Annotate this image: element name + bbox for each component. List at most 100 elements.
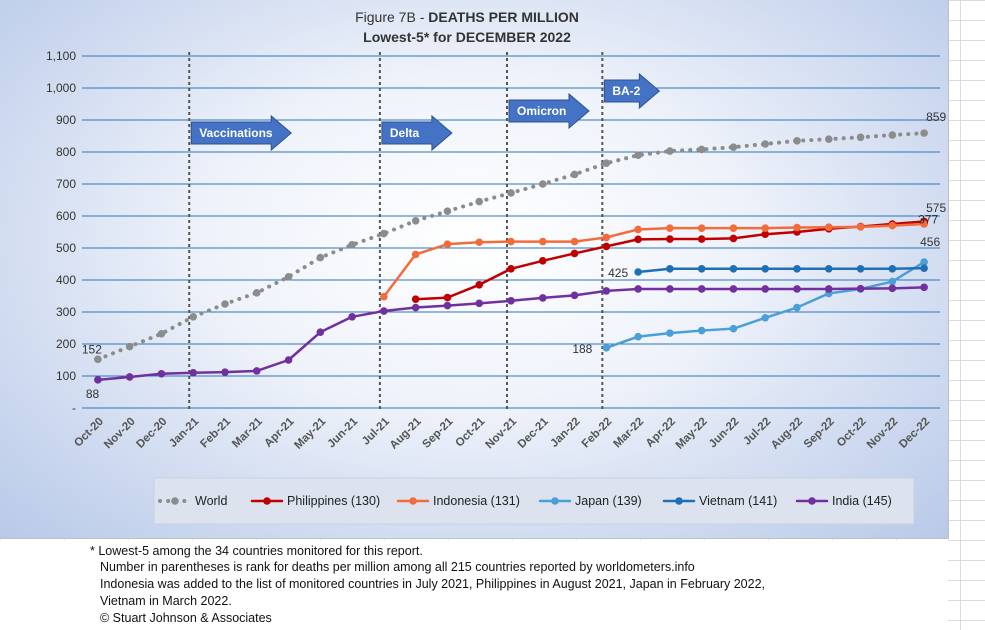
x-tick-label: Jun-21 (326, 415, 361, 450)
x-tick-label: Oct-22 (835, 416, 869, 450)
data-point (411, 303, 420, 312)
data-point (538, 294, 547, 302)
data-point (411, 217, 420, 225)
annotation-label: Delta (390, 126, 420, 140)
y-tick-label: 900 (56, 113, 76, 127)
data-point (824, 223, 833, 231)
annotation-arrow (381, 114, 453, 152)
data-point (697, 265, 706, 273)
data-point (697, 326, 706, 335)
y-tick-label: 600 (56, 209, 76, 223)
x-tick-label: Aug-21 (388, 415, 424, 451)
data-point (920, 283, 928, 292)
data-point (856, 133, 865, 142)
data-point (856, 223, 865, 231)
footnote-line: Indonesia was added to the list of monit… (100, 577, 766, 591)
data-point (475, 238, 484, 247)
data-point (380, 229, 388, 238)
legend-label: Indonesia (131) (433, 494, 520, 508)
data-point (697, 145, 706, 154)
y-tick-label: 1,100 (46, 49, 76, 63)
x-tick-label: May-21 (292, 415, 328, 451)
data-point (729, 143, 738, 151)
data-point (824, 135, 833, 143)
x-tick-label: Mar-22 (612, 416, 647, 451)
x-tick-label: May-22 (674, 416, 710, 452)
data-label: 456 (920, 235, 940, 249)
data-point (888, 277, 897, 286)
data-label: 88 (86, 387, 100, 401)
legend-marker (171, 497, 179, 505)
legend-marker (263, 497, 271, 505)
data-point (729, 265, 738, 273)
data-point (697, 224, 706, 232)
legend-label: Vietnam (141) (699, 494, 777, 508)
x-tick-label: Oct-21 (454, 415, 488, 449)
data-point (570, 291, 579, 300)
legend-marker (551, 497, 559, 505)
chart-title-bold: DEATHS PER MILLION (428, 9, 579, 25)
data-point (380, 307, 388, 315)
data-label: 575 (926, 201, 946, 215)
annotation-label: BA-2 (612, 84, 640, 98)
data-point (348, 241, 356, 249)
data-point (602, 233, 611, 242)
data-point (443, 293, 452, 302)
data-point (761, 140, 770, 148)
data-point (666, 285, 674, 293)
annotation-label: Omicron (517, 104, 566, 118)
data-point (443, 240, 452, 248)
x-tick-label: Dec-21 (516, 415, 552, 451)
data-label: 188 (572, 342, 592, 356)
y-tick-label: 700 (56, 177, 76, 191)
data-point (348, 313, 356, 321)
series-line (605, 260, 926, 350)
data-point (411, 295, 420, 304)
data-point (475, 281, 484, 289)
data-point (666, 224, 674, 232)
data-point (729, 324, 738, 333)
series-indonesia (380, 220, 928, 301)
data-point (284, 356, 293, 364)
data-point (634, 268, 642, 276)
y-tick-label: - (72, 401, 76, 415)
data-point (793, 285, 801, 293)
chart-title-prefix: Figure 7B - (355, 9, 428, 25)
data-point (920, 220, 928, 228)
data-point (920, 258, 928, 266)
series-world (94, 129, 928, 364)
data-point (729, 234, 738, 243)
series-line (95, 131, 927, 362)
data-point (411, 250, 420, 259)
data-point (729, 224, 738, 232)
y-tick-label: 1,000 (46, 81, 76, 95)
data-point (888, 221, 897, 230)
data-point (793, 223, 801, 232)
data-point (538, 257, 547, 265)
x-tick-label: Aug-22 (769, 416, 805, 452)
data-point (920, 129, 928, 137)
data-point (570, 249, 579, 258)
annotation-label: Vaccinations (199, 126, 273, 140)
data-point (697, 235, 706, 243)
y-tick-label: 100 (56, 369, 76, 383)
annotation-arrow (603, 72, 661, 110)
data-point (634, 225, 642, 234)
x-tick-label: Nov-21 (484, 415, 520, 451)
series-line (636, 266, 926, 274)
data-point (538, 180, 547, 188)
data-point (824, 265, 833, 273)
x-tick-label: Oct-20 (72, 416, 106, 450)
data-point (634, 235, 642, 244)
x-tick-label: Apr-21 (262, 415, 297, 450)
x-tick-label: Mar-21 (230, 415, 265, 450)
data-point (793, 265, 801, 273)
y-tick-label: 200 (56, 337, 76, 351)
data-point (602, 242, 611, 251)
data-point (443, 301, 452, 310)
data-point (157, 369, 166, 378)
line-chart: Figure 7B - DEATHS PER MILLION Lowest-5*… (46, 9, 946, 525)
data-point (221, 300, 229, 308)
data-point (666, 329, 674, 337)
footnote-line: Number in parentheses is rank for deaths… (100, 560, 695, 574)
